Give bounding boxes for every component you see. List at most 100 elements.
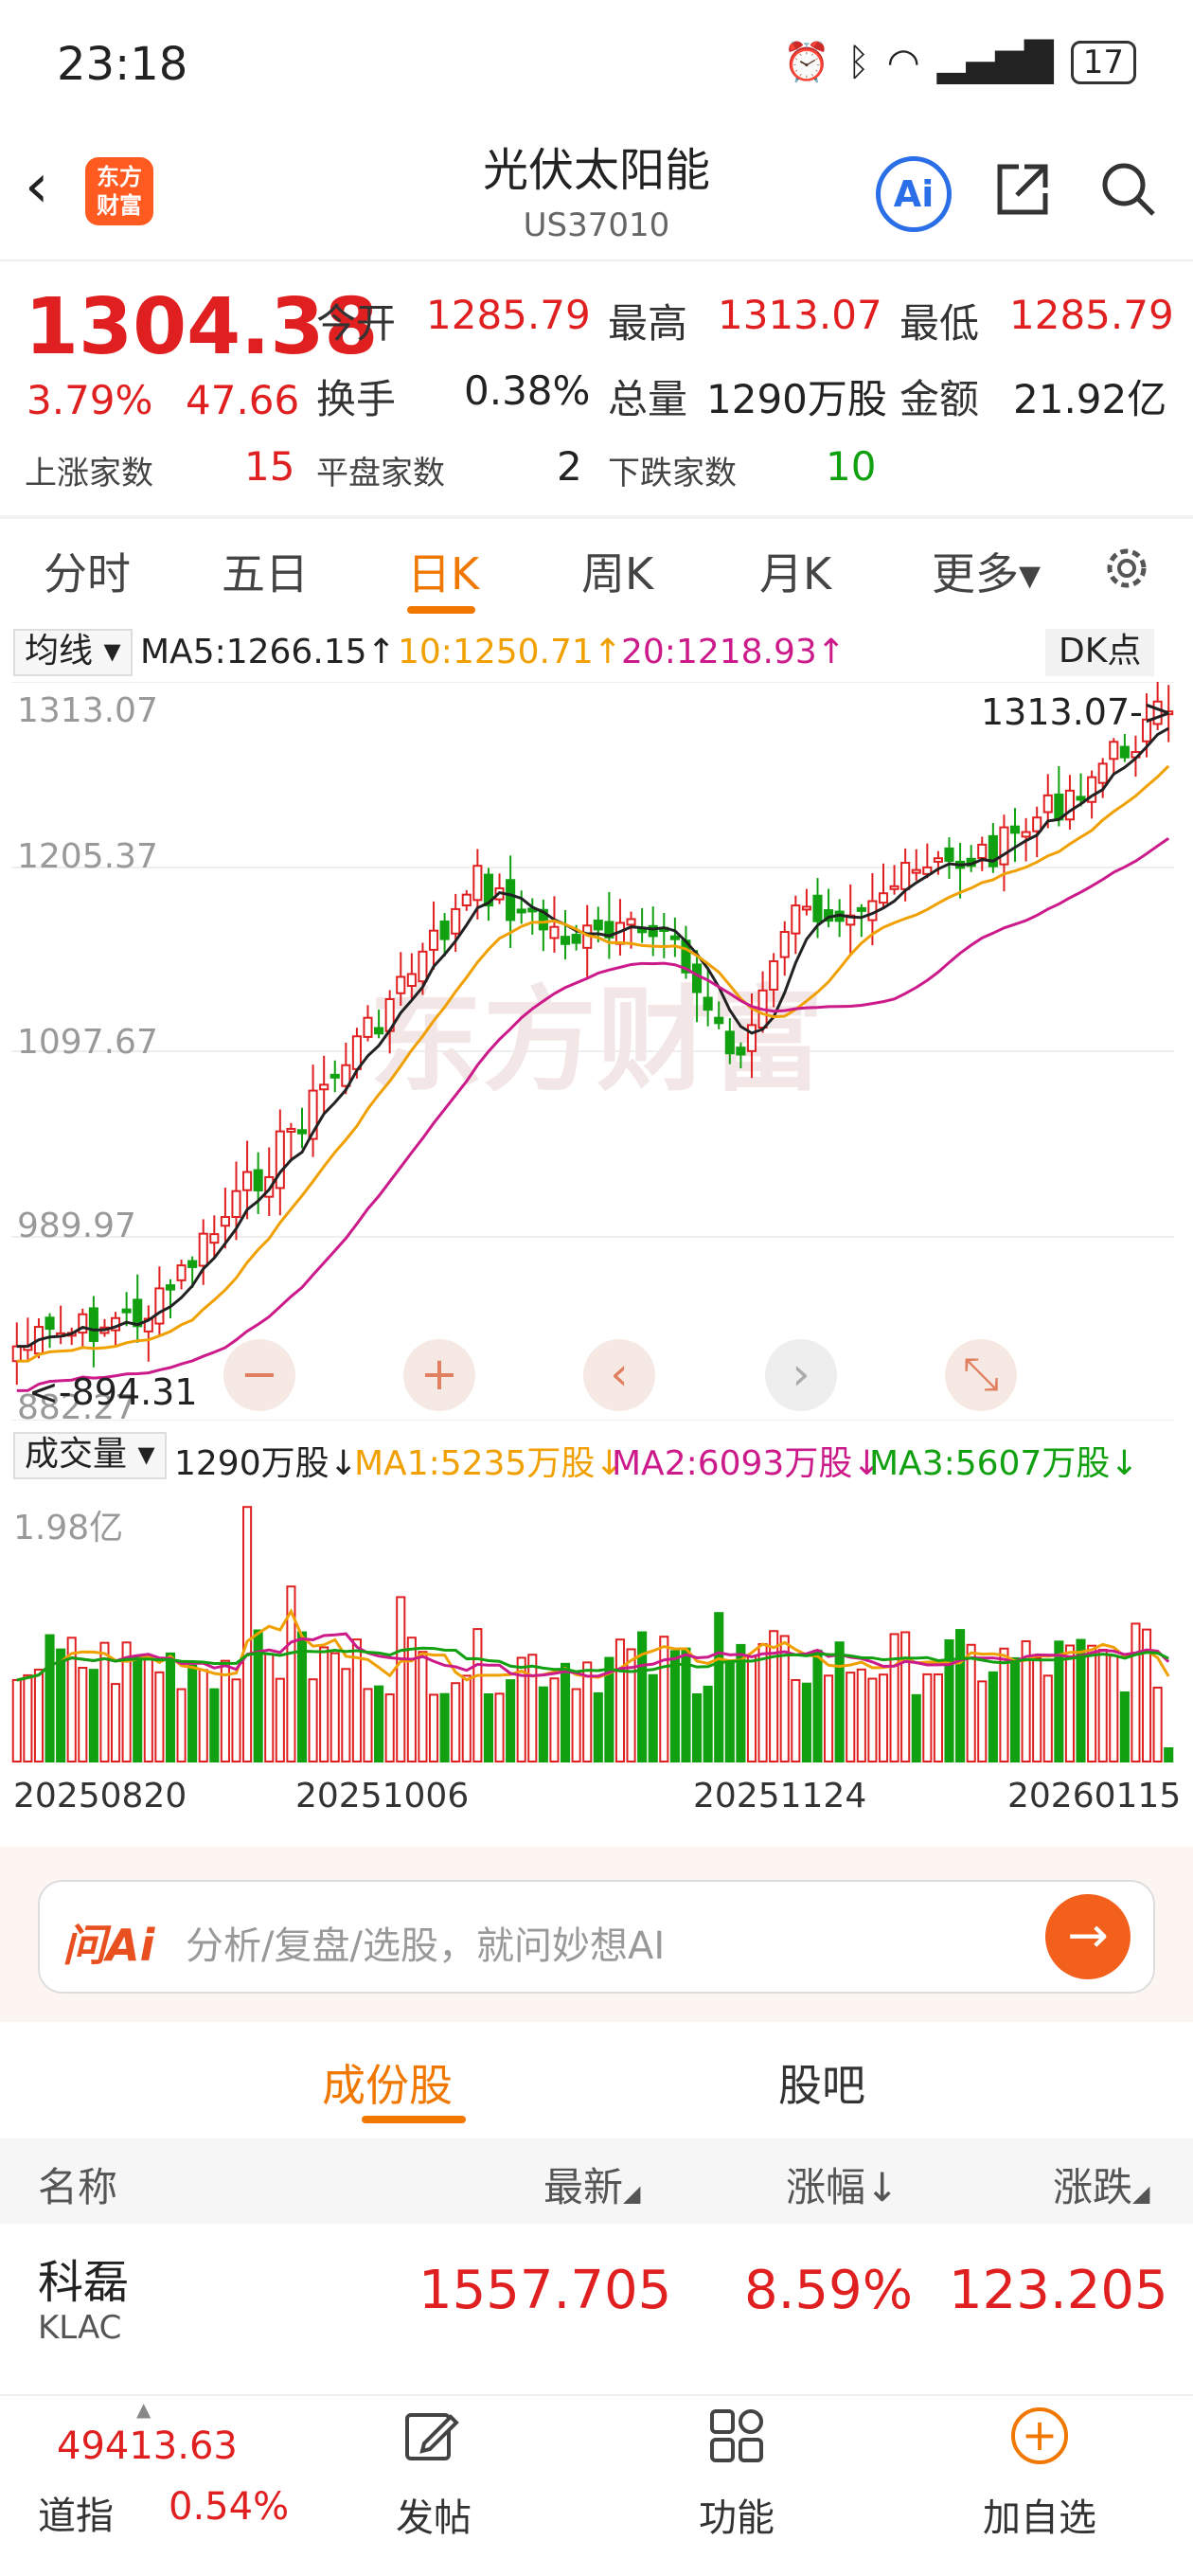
volume-bar xyxy=(878,1673,889,1763)
ma-selector[interactable]: 均线 ▾ xyxy=(13,629,133,676)
candle-body xyxy=(626,918,636,926)
amount-value: 21.92亿 xyxy=(1013,376,1167,422)
min-marker: <-894.31 xyxy=(28,1371,198,1413)
turnover-value: 0.38% xyxy=(464,367,591,414)
row-stock-name[interactable]: 科磊 xyxy=(38,2256,130,2309)
apps-icon[interactable] xyxy=(706,2406,767,2466)
candle-body xyxy=(1042,794,1053,814)
y-tick-1: 1313.07 xyxy=(17,691,158,730)
add-watchlist-label[interactable]: 加自选 xyxy=(983,2496,1096,2540)
prev-button[interactable]: ‹ xyxy=(583,1339,655,1411)
volume-value: 1290万股 xyxy=(706,376,887,422)
add-icon[interactable]: + xyxy=(1011,2407,1068,2464)
candle-body xyxy=(308,1089,318,1140)
candle-body xyxy=(198,1232,208,1267)
candle-body xyxy=(791,904,801,935)
col-latest[interactable]: 最新◢ xyxy=(543,2164,641,2210)
volume-bar xyxy=(99,1641,110,1762)
up-count: 15 xyxy=(244,443,295,490)
candle-body xyxy=(604,921,614,939)
volume-bar xyxy=(111,1683,121,1762)
tab-intraday[interactable]: 分时 xyxy=(44,548,131,599)
candle-body xyxy=(220,1216,230,1227)
candle-body xyxy=(1009,825,1021,834)
volume-bar xyxy=(527,1654,538,1762)
volume-ma3: MA3:5607万股↓ xyxy=(869,1444,1139,1483)
share-icon[interactable] xyxy=(992,159,1053,220)
candlestick-chart[interactable]: 东方财富 xyxy=(0,682,1193,1421)
candle-body xyxy=(472,865,483,902)
search-icon[interactable] xyxy=(1098,159,1159,220)
open-label: 今开 xyxy=(316,300,397,347)
up-count-label: 上涨家数 xyxy=(25,455,153,492)
tab-components[interactable]: 成份股 xyxy=(322,2060,453,2111)
high-label: 最高 xyxy=(608,300,688,347)
col-change[interactable]: 涨跌◢ xyxy=(1053,2164,1150,2210)
candle-body xyxy=(736,1046,746,1056)
dow-name[interactable]: 道指 xyxy=(38,2495,114,2538)
volume-bar xyxy=(604,1656,614,1762)
gear-icon[interactable] xyxy=(1098,540,1155,597)
volume-bar xyxy=(45,1634,55,1762)
app-logo[interactable]: 东方 财富 xyxy=(85,157,153,225)
volume-bar xyxy=(593,1691,603,1763)
dow-value[interactable]: 49413.63 xyxy=(57,2424,238,2468)
volume-bar xyxy=(374,1685,384,1762)
next-button[interactable]: › xyxy=(765,1339,837,1411)
volume-bar xyxy=(154,1671,165,1762)
row-stock-code: KLAC xyxy=(38,2309,122,2347)
volume-bar xyxy=(736,1643,746,1762)
volume-bar xyxy=(88,1669,98,1763)
candle-body xyxy=(1141,718,1152,742)
volume-bar xyxy=(33,1668,45,1762)
volume-bar xyxy=(296,1631,308,1762)
dow-change[interactable]: 0.54% xyxy=(169,2485,290,2529)
volume-bar xyxy=(198,1669,208,1762)
volume-chart[interactable] xyxy=(0,1487,1193,1771)
candle-body xyxy=(1076,796,1086,801)
signal-icon: ▂▄▆█ xyxy=(936,40,1054,84)
tab-weekly-k[interactable]: 周K xyxy=(581,548,654,599)
volume-bar xyxy=(1087,1644,1097,1762)
tab-five-day[interactable]: 五日 xyxy=(222,548,309,599)
fullscreen-icon[interactable]: ⤡ xyxy=(945,1339,1017,1411)
tab-forum[interactable]: 股吧 xyxy=(778,2060,865,2111)
candle-body xyxy=(1021,831,1031,838)
volume-bar xyxy=(582,1661,593,1762)
back-icon[interactable]: ‹ xyxy=(25,152,49,222)
ma5-line xyxy=(16,726,1169,1349)
volume-bar xyxy=(418,1651,428,1762)
ai-search-bar[interactable] xyxy=(38,1880,1155,1994)
candle-body xyxy=(121,1308,132,1314)
x-tick-2: 20251006 xyxy=(295,1777,470,1816)
zoom-in-button[interactable]: + xyxy=(403,1339,475,1411)
zoom-out-button[interactable]: − xyxy=(223,1339,295,1411)
volume-now: 1290万股↓ xyxy=(174,1444,358,1483)
tab-more[interactable]: 更多▾ xyxy=(932,548,1042,599)
volume-bar xyxy=(692,1692,703,1762)
candle-body xyxy=(209,1233,220,1244)
arrow-right-icon[interactable]: → xyxy=(1045,1894,1131,1979)
volume-bar xyxy=(506,1679,516,1762)
volume-bar xyxy=(966,1643,976,1762)
status-icons: ⏰ ᛒ ◠ ▂▄▆█ 17 xyxy=(783,40,1136,84)
indicator-selector[interactable]: 成交量 ▾ xyxy=(13,1432,167,1479)
candle-body xyxy=(549,925,560,939)
volume-max-label: 1.98亿 xyxy=(13,1509,124,1547)
volume-bar xyxy=(472,1628,483,1762)
tab-underline xyxy=(407,606,475,614)
col-change-pct[interactable]: 涨幅↓ xyxy=(786,2164,899,2210)
quote-divider xyxy=(0,515,1193,519)
volume-bar xyxy=(363,1688,373,1762)
edit-icon[interactable] xyxy=(401,2406,462,2466)
wifi-icon: ◠ xyxy=(886,40,920,84)
func-label[interactable]: 功能 xyxy=(699,2496,775,2540)
ai-search-input[interactable]: 分析/复盘/选股，就问妙想AI xyxy=(186,1924,666,1968)
change-percent: 3.79% xyxy=(27,377,153,423)
col-name[interactable]: 名称 xyxy=(38,2164,118,2210)
tab-monthly-k[interactable]: 月K xyxy=(759,548,832,599)
dk-button[interactable]: DK点 xyxy=(1045,629,1155,676)
tab-daily-k[interactable]: 日K xyxy=(407,548,480,599)
ai-button[interactable]: Ai xyxy=(876,156,952,232)
post-label[interactable]: 发帖 xyxy=(396,2496,472,2540)
